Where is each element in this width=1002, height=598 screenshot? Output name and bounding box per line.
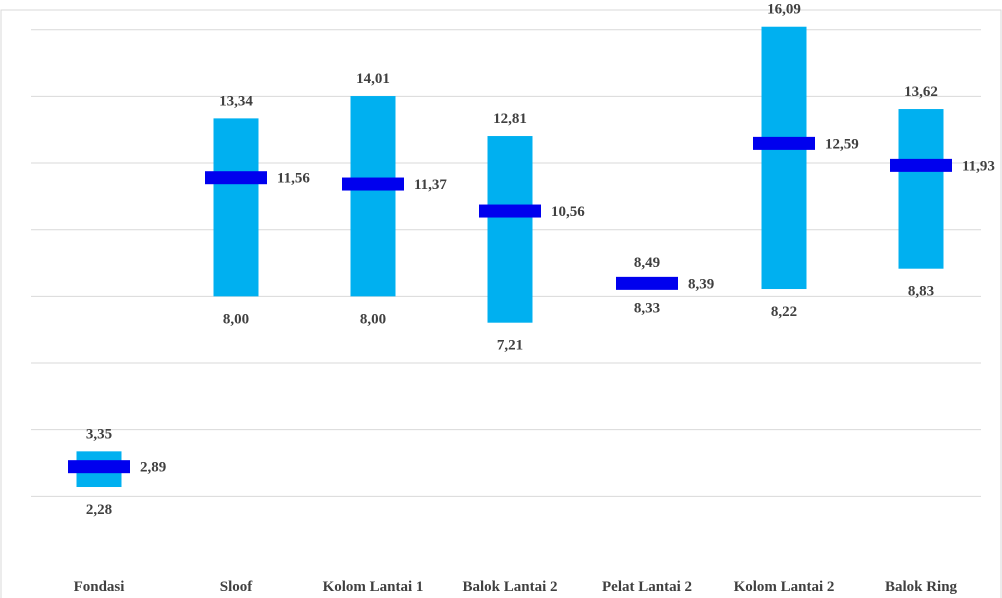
min-label: 8,83: [908, 284, 934, 300]
mean-marker: [342, 177, 404, 191]
mean-label: 12,59: [825, 136, 859, 152]
mean-marker: [205, 171, 267, 185]
mean-label: 2,89: [140, 460, 166, 476]
mean-label: 11,37: [414, 177, 447, 193]
mean-marker: [68, 460, 130, 474]
category-labels: Fondasi Sloof Kolom Lantai 1 Balok Lantai 2…: [74, 579, 958, 595]
category-label: Fondasi: [74, 579, 125, 595]
max-label: 3,35: [86, 426, 112, 442]
range-bar: [761, 26, 807, 290]
category-label: Balok Ring: [885, 579, 958, 595]
category-label: Kolom Lantai 2: [734, 579, 835, 595]
min-label: 8,00: [360, 311, 386, 327]
mean-marker: [753, 136, 815, 150]
category-label: Balok Lantai 2: [462, 579, 557, 595]
range-bars: [76, 26, 944, 488]
min-label: 8,33: [634, 300, 660, 316]
max-label: 16,09: [767, 2, 801, 18]
mean-marker: [479, 204, 541, 218]
mean-markers: [68, 136, 952, 474]
range-bar: [350, 96, 396, 297]
category-label: Pelat Lantai 2: [602, 579, 692, 595]
max-label: 8,49: [634, 255, 660, 271]
max-label: 12,81: [493, 111, 527, 127]
min-label: 7,21: [497, 338, 523, 354]
range-bar: [898, 109, 944, 269]
mean-label: 8,39: [688, 276, 714, 292]
min-label: 8,00: [223, 311, 249, 327]
max-label: 13,62: [904, 84, 938, 100]
data-labels: 3,35 2,28 2,89 13,34 8,00 11,56 14,01 8,00 11,37…: [86, 2, 995, 518]
chart-frame: [0, 9, 1002, 598]
range-bar: [213, 118, 259, 297]
category-label: Sloof: [220, 579, 254, 595]
mean-marker: [890, 158, 952, 172]
mean-label: 11,56: [277, 171, 310, 187]
mean-label: 10,56: [551, 204, 585, 220]
max-label: 13,34: [219, 93, 253, 109]
min-label: 2,28: [86, 502, 112, 518]
min-label: 8,22: [771, 304, 797, 320]
mean-marker: [616, 276, 678, 290]
max-label: 14,01: [356, 71, 390, 87]
mean-label: 11,93: [962, 158, 995, 174]
range-bar: [487, 136, 533, 323]
category-label: Kolom Lantai 1: [323, 579, 424, 595]
